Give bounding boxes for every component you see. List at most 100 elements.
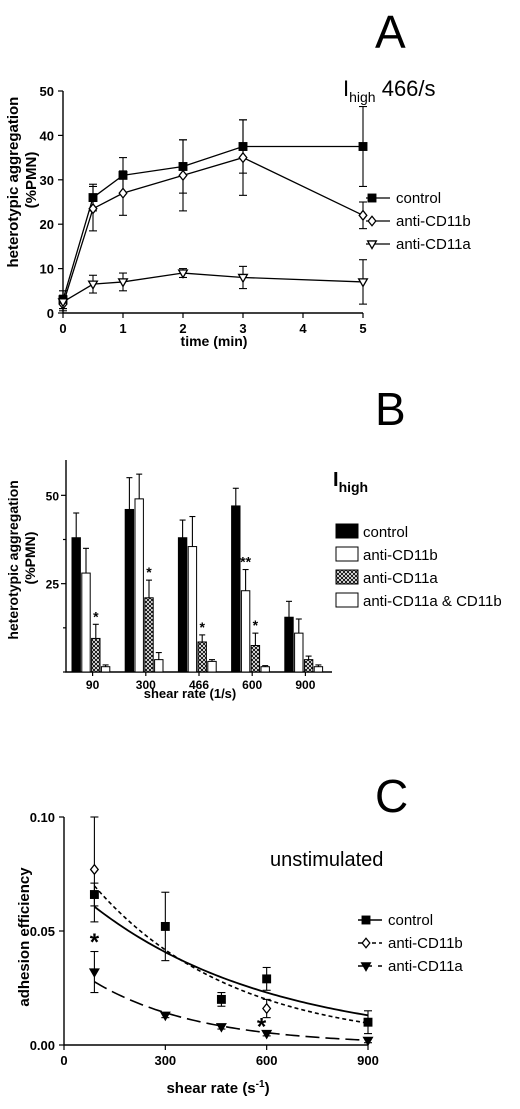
- panel-c-control-point: [262, 974, 272, 984]
- panel-a-legend-anti-cd11a-label: anti-CD11a: [396, 236, 471, 253]
- panel-c-legend-control-label: control: [388, 912, 433, 929]
- panel-b-control-600-bar: [231, 505, 241, 673]
- panel-c-xtick-label: 300: [154, 1053, 176, 1068]
- panel-c-anti-cd11a-point: [215, 1023, 227, 1033]
- panel-c-significance-mark: *: [90, 929, 100, 956]
- panel-a-marks: [57, 105, 369, 312]
- panel-a-legend-anti-cd11b-label: anti-CD11b: [396, 213, 471, 230]
- panel-c-anti-cd11a-point: [159, 1011, 171, 1022]
- panel-a-legend: control anti-CD11b anti-CD11a: [366, 190, 471, 253]
- panel-c-anti-cd11a-point: [88, 968, 100, 978]
- panel-b-legend: control anti-CD11b anti-CD11a anti-CD11a & …: [335, 523, 502, 610]
- panel-a-anti-cd11b-point: [88, 202, 98, 215]
- panel-b-legend-control-swatch: [335, 523, 359, 539]
- panel-b-anti-cd11b-900-bar: [294, 632, 304, 673]
- panel-b-control-90-bar: [71, 537, 81, 673]
- panel-c-anti-cd11a-fit-curve: [93, 981, 369, 1042]
- panel-c-anti-cd11b-point: [262, 1002, 272, 1015]
- panel-a-ytick-label: 0: [47, 306, 54, 321]
- panel-c-ytick-label: 0.10: [30, 810, 55, 825]
- panel-c-legend-anti-cd11b-label: anti-CD11b: [388, 935, 463, 952]
- panel-a-anti-cd11a-line: [62, 272, 364, 303]
- panel-c-axes: 0.00 0.05 0.10 0 300 600 900: [30, 810, 379, 1068]
- panel-c-marks: **: [88, 816, 374, 1047]
- panel-b-anti-cd11a-cd11b-300-bar: [154, 659, 164, 673]
- panel-c-xlabel: shear rate (s-1): [166, 1079, 269, 1097]
- panel-a-control-point: [358, 142, 368, 151]
- panel-b-title: Ihigh: [333, 469, 368, 495]
- panel-a-letter: A: [375, 6, 406, 58]
- panel-b-xlabel: shear rate (1/s): [144, 686, 237, 701]
- panel-c-anti-cd11a-point: [362, 1036, 374, 1047]
- panel-c-control-point: [160, 921, 170, 931]
- panel-b-xtick-label: 90: [86, 678, 100, 692]
- panel-b-legend-anti-cd11b-label: anti-CD11b: [363, 547, 438, 564]
- panel-a-legend-anti-cd11a-marker: [366, 240, 378, 250]
- panel-a-ytick-label: 20: [40, 217, 54, 232]
- panel-a-xtick-label: 3: [239, 321, 246, 336]
- panel-c-control-fit-curve: [93, 905, 369, 1017]
- panel-c-xtick-label: 900: [357, 1053, 379, 1068]
- panel-b-anti-cd11b-90-bar: [81, 572, 91, 673]
- panel-b-significance-mark: *: [253, 617, 259, 633]
- panel-a-anti-cd11a-point: [357, 278, 369, 288]
- panel-a-xtick-label: 1: [119, 321, 126, 336]
- panel-a-title: Ihigh 466/s: [343, 76, 436, 105]
- panel-a-legend-control-marker: [367, 193, 377, 203]
- panel-a: A Ihigh 466/s heterotypic aggregation (%…: [5, 6, 471, 349]
- panel-a-xtick-label: 2: [179, 321, 186, 336]
- panel-a-anti-cd11a-point: [87, 280, 99, 291]
- panel-a-ylabel: heterotypic aggregation (%PMN): [5, 92, 40, 267]
- panel-c-title: unstimulated: [270, 849, 383, 871]
- panel-a-legend-anti-cd11b-marker: [367, 215, 377, 227]
- panel-c-ytick-label: 0.00: [30, 1038, 55, 1053]
- panel-b-anti-cd11a-90-bar: [91, 637, 101, 673]
- panel-b-anti-cd11a-cd11b-900-bar: [313, 666, 324, 673]
- panel-b-anti-cd11a-466-bar: [197, 641, 207, 673]
- panel-b-anti-cd11a-cd11b-600-bar: [260, 666, 270, 673]
- panel-a-anti-cd11a-point: [117, 278, 129, 288]
- panel-a-anti-cd11b-point: [358, 209, 368, 222]
- panel-b-legend-anti-cd11a-swatch: [335, 569, 359, 585]
- panel-b-anti-cd11b-600-bar: [240, 590, 251, 673]
- panel-b-anti-cd11a-cd11b-90-bar: [100, 666, 111, 673]
- panel-b-control-900-bar: [284, 616, 294, 673]
- panel-b-xtick-label: 600: [242, 678, 262, 692]
- panel-b-xtick-label: 300: [136, 678, 156, 692]
- panel-b-anti-cd11b-300-bar: [134, 498, 144, 673]
- panel-b-legend-control-label: control: [363, 524, 408, 541]
- panel-c-control-point: [216, 994, 226, 1004]
- panel-b-significance-mark: *: [146, 564, 152, 580]
- panel-c: C unstimulated adhesion efficiency shear…: [16, 770, 463, 1097]
- panel-c-anti-cd11b-point: [89, 863, 100, 876]
- panel-b-marks: ******: [71, 473, 324, 673]
- panel-a-anti-cd11b-point: [238, 151, 248, 164]
- panel-b-legend-anti-cd11b-swatch: [335, 546, 359, 562]
- panel-a-anti-cd11b-point: [118, 187, 128, 199]
- panel-b-significance-mark: *: [199, 619, 205, 635]
- panel-b-ylabel: heterotypic aggregation (%PMN): [5, 476, 38, 639]
- panel-b-axes: 25 50 90 300 466 600 900: [46, 460, 332, 692]
- panel-b-anti-cd11b-466-bar: [187, 546, 198, 673]
- panel-a-ytick-label: 10: [40, 262, 54, 277]
- panel-a-xlabel: time (min): [181, 333, 248, 349]
- panel-b-anti-cd11a-600-bar: [250, 645, 261, 673]
- panel-c-legend: control anti-CD11b anti-CD11a: [358, 912, 463, 975]
- panel-b: B Ihigh heterotypic aggregation (%PMN) s…: [5, 383, 502, 701]
- panel-c-significance-mark: *: [257, 1013, 267, 1040]
- panel-a-anti-cd11b-point: [178, 169, 188, 182]
- panel-a-ytick-label: 40: [40, 128, 54, 143]
- panel-b-anti-cd11a-900-bar: [303, 659, 314, 673]
- panel-c-legend-anti-cd11a-marker: [360, 962, 372, 972]
- panel-b-control-466-bar: [177, 537, 188, 673]
- panel-c-legend-anti-cd11b-marker: [361, 937, 371, 949]
- panel-a-control-line: [62, 145, 363, 300]
- panel-c-ylabel: adhesion efficiency: [16, 867, 33, 1007]
- panel-a-axes: 0 10 20 30 40 50 0 1 2 3 4 5: [40, 84, 367, 336]
- panel-b-control-300-bar: [124, 508, 135, 673]
- panel-c-xtick-label: 600: [256, 1053, 278, 1068]
- panel-b-xtick-label: 466: [189, 678, 209, 692]
- panel-a-xtick-label: 5: [359, 321, 366, 336]
- panel-b-letter: B: [375, 383, 406, 435]
